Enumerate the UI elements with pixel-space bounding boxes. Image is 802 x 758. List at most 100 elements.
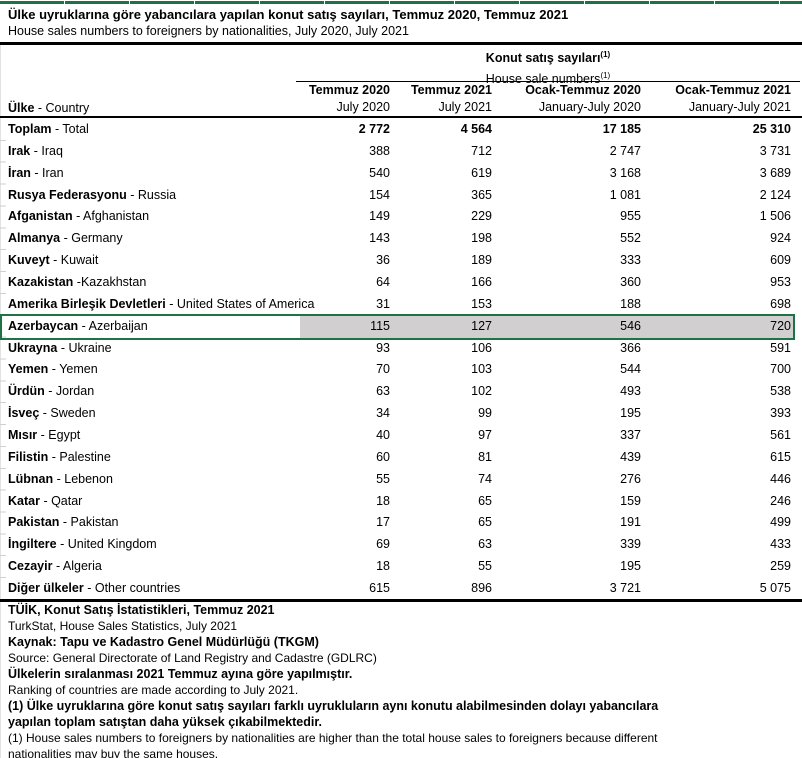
group-header-english-label: House sale numbers (485, 72, 601, 87)
table-row[interactable]: İsveç - Sweden 34 99 195 393 (0, 403, 793, 425)
country-cell: Amerika Birleşik Devletleri - United Sta… (0, 294, 314, 316)
country-name-english: - Iran (30, 165, 64, 180)
table-row[interactable]: Ukrayna - Ukraine 93 106 366 591 (0, 338, 793, 360)
country-name-turkish: Azerbaycan (8, 318, 79, 333)
country-cell: Almanya - Germany (0, 228, 300, 250)
table-row[interactable]: Afganistan - Afghanistan 149 229 955 1 5… (0, 206, 793, 228)
country-name-english: - Kuwait (49, 253, 99, 268)
value-cell-january-july-2020: 1 081 (609, 187, 641, 202)
country-cell: Filistin - Palestine (0, 447, 300, 469)
country-name-turkish: Cezayir (8, 559, 53, 574)
country-name-turkish: Filistin (8, 449, 49, 464)
country-name-turkish: Afganistan (8, 209, 73, 224)
value-cell-january-july-2020: 546 (494, 315, 643, 338)
table-row[interactable]: Pakistan - Pakistan 17 65 191 499 (0, 512, 793, 534)
country-name-turkish: İsveç (8, 406, 40, 421)
country-name-english: -Kazakhstan (73, 275, 147, 290)
country-cell: İran - Iran (0, 163, 300, 185)
value-cell-july-2020: 40 (376, 428, 390, 443)
table-row[interactable]: Toplam - Total 2 772 4 564 17 185 25 310 (0, 119, 793, 141)
country-name-english: - Afghanistan (72, 209, 150, 224)
country-name-english: - Egypt (37, 428, 81, 443)
table-row[interactable]: İran - Iran 540 619 3 168 3 689 (0, 163, 793, 185)
value-cell-january-july-2020: 339 (620, 537, 641, 552)
value-cell-july-2020: 18 (376, 559, 390, 574)
value-cell-january-july-2020: 195 (620, 559, 641, 574)
country-cell: Lübnan - Lebenon (0, 469, 300, 491)
country-name-turkish: Almanya (8, 231, 61, 246)
value-cell-july-2020: 17 (376, 515, 390, 530)
value-cell-july-2021: 65 (478, 515, 492, 530)
value-cell-july-2020: 70 (376, 362, 390, 377)
table-row[interactable]: Kuveyt - Kuwait 36 189 333 609 (0, 250, 793, 272)
value-cell-july-2021: 99 (478, 406, 492, 421)
value-cell-january-july-2020: 159 (620, 493, 641, 508)
country-name-turkish: Kuveyt (8, 253, 50, 268)
table-row[interactable]: Irak - Iraq 388 712 2 747 3 731 (0, 141, 793, 163)
value-cell-july-2020: 64 (376, 275, 390, 290)
value-cell-january-july-2020: 493 (620, 384, 641, 399)
value-cell-july-2020: 93 (376, 340, 390, 355)
country-name-turkish: Toplam (8, 122, 52, 136)
value-cell-july-2021: 712 (471, 143, 492, 158)
value-cell-july-2021: 63 (478, 537, 492, 552)
row-header-turkish: Ülke (8, 101, 35, 115)
table-row[interactable]: Katar - Qatar 18 65 159 246 (0, 491, 793, 513)
country-name-english: - United States of America (165, 296, 315, 311)
value-cell-january-july-2020: 955 (620, 209, 641, 224)
country-name-english: - Other countries (83, 581, 181, 596)
value-cell-july-2021: 166 (471, 275, 492, 290)
table-row[interactable]: İngiltere - United Kingdom 69 63 339 433 (0, 534, 793, 556)
group-header-english: House sale numbers(1) (296, 67, 800, 88)
country-name-turkish: Irak (8, 143, 31, 158)
country-name-turkish: Mısır (8, 428, 38, 443)
table-row[interactable]: Rusya Federasyonu - Russia 154 365 1 081… (0, 185, 793, 207)
value-cell-january-july-2021: 1 506 (759, 209, 791, 224)
value-cell-july-2020: 615 (369, 581, 390, 596)
country-cell: Kuveyt - Kuwait (0, 250, 300, 272)
value-cell-january-july-2021: 561 (770, 428, 791, 443)
value-cell-january-july-2021: 698 (770, 296, 791, 311)
footnote-line: yapılan toplam satıştan daha yüksek çıka… (8, 715, 323, 729)
value-cell-july-2021: 229 (471, 209, 492, 224)
footnote-line: Kaynak: Tapu ve Kadastro Genel Müdürlüğü… (8, 635, 319, 649)
table-row[interactable]: Lübnan - Lebenon 55 74 276 446 (0, 469, 793, 491)
value-cell-july-2021: 189 (471, 253, 492, 268)
value-cell-july-2020: 149 (369, 209, 390, 224)
table-row[interactable]: Mısır - Egypt 40 97 337 561 (0, 425, 793, 447)
table-footnotes: TÜİK, Konut Satış İstatistikleri, Temmuz… (8, 602, 798, 758)
value-cell-july-2020: 2 772 (358, 122, 390, 136)
country-cell: Irak - Iraq (0, 141, 300, 163)
table-row[interactable]: Ürdün - Jordan 63 102 493 538 (0, 381, 793, 403)
value-cell-january-july-2021: 446 (770, 471, 791, 486)
group-header-turkish-label: Konut satış sayıları (485, 51, 601, 66)
table-row[interactable]: Almanya - Germany 143 198 552 924 (0, 228, 793, 250)
table-row[interactable]: Filistin - Palestine 60 81 439 615 (0, 447, 793, 469)
value-cell-july-2021: 74 (478, 471, 492, 486)
column-header-july-2021: Temmuz 2021 July 2021 (410, 83, 492, 114)
value-cell-january-july-2020: 337 (620, 428, 641, 443)
footnote-line: Source: General Directorate of Land Regi… (8, 651, 377, 665)
table-row[interactable]: Yemen - Yemen 70 103 544 700 (0, 359, 793, 381)
footnote-line: nationalities may buy the same houses. (8, 747, 219, 758)
table-row[interactable]: Cezayir - Algeria 18 55 195 259 (0, 556, 793, 578)
country-cell: Ürdün - Jordan (0, 381, 300, 403)
country-name-english: - Yemen (48, 362, 98, 377)
country-cell: Rusya Federasyonu - Russia (0, 185, 300, 207)
country-cell: Kazakistan -Kazakhstan (0, 272, 300, 294)
value-cell-january-july-2021: 25 310 (752, 122, 791, 136)
value-cell-january-july-2021: 700 (770, 362, 791, 377)
country-cell: Azerbaycan - Azerbaijan (0, 316, 300, 338)
value-cell-july-2021: 4 564 (460, 122, 492, 136)
table-row[interactable]: Kazakistan -Kazakhstan 64 166 360 953 (0, 272, 793, 294)
left-row-gridline-ticks (0, 119, 6, 601)
country-cell: Toplam - Total (0, 119, 300, 141)
table-row[interactable]: Amerika Birleşik Devletleri - United Sta… (0, 294, 793, 316)
value-cell-january-july-2021: 3 731 (759, 143, 791, 158)
table-row[interactable]: Azerbaycan - Azerbaijan 115 127 546 720 (0, 313, 795, 340)
country-name-english: - Algeria (52, 559, 102, 574)
country-name-turkish: Yemen (8, 362, 49, 377)
country-name-english: - Sweden (39, 406, 96, 421)
value-cell-january-july-2020: 544 (620, 362, 641, 377)
table-row[interactable]: Diğer ülkeler - Other countries 615 896 … (0, 578, 793, 600)
